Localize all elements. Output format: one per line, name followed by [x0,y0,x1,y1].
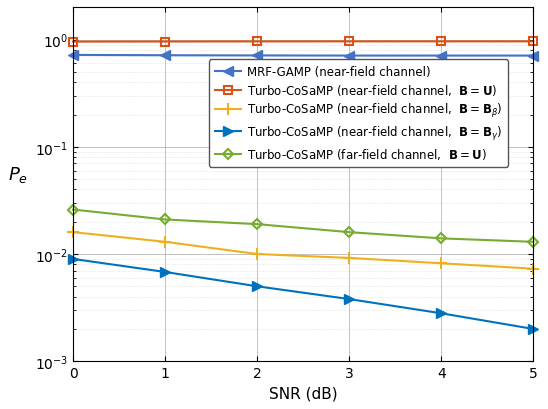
Turbo-CoSaMP (near-field channel,  $\mathbf{B} = \mathbf{B}_{\gamma}$) [530,327,536,332]
Turbo-CoSaMP (near-field channel,  $\mathbf{B} = \mathbf{B}_{\gamma}$) [254,284,260,289]
Turbo-CoSaMP (far-field channel,  $\mathbf{B} = \mathbf{U}$) [346,230,352,235]
Line: MRF-GAMP (near-field channel): MRF-GAMP (near-field channel) [68,51,538,61]
Turbo-CoSaMP (near-field channel,  $\mathbf{B} = \mathbf{B}_{\beta}$) [162,240,169,245]
Turbo-CoSaMP (near-field channel,  $\mathbf{B} = \mathbf{B}_{\beta}$) [530,267,536,272]
Line: Turbo-CoSaMP (near-field channel,  $\mathbf{B} = \mathbf{B}_{\beta}$): Turbo-CoSaMP (near-field channel, $\math… [67,226,540,275]
Turbo-CoSaMP (near-field channel,  $\mathbf{B} = \mathbf{U}$) [346,40,352,45]
Turbo-CoSaMP (near-field channel,  $\mathbf{B} = \mathbf{B}_{\gamma}$) [346,297,352,302]
Turbo-CoSaMP (near-field channel,  $\mathbf{B} = \mathbf{U}$) [162,40,169,45]
Turbo-CoSaMP (near-field channel,  $\mathbf{B} = \mathbf{B}_{\gamma}$) [438,311,444,316]
MRF-GAMP (near-field channel) [346,54,352,59]
MRF-GAMP (near-field channel) [438,54,444,59]
Line: Turbo-CoSaMP (near-field channel,  $\mathbf{B} = \mathbf{B}_{\gamma}$): Turbo-CoSaMP (near-field channel, $\math… [68,254,538,334]
Turbo-CoSaMP (far-field channel,  $\mathbf{B} = \mathbf{U}$) [254,222,260,227]
Y-axis label: $P_e$: $P_e$ [8,165,28,185]
Line: Turbo-CoSaMP (near-field channel,  $\mathbf{B} = \mathbf{U}$): Turbo-CoSaMP (near-field channel, $\math… [69,38,538,47]
Turbo-CoSaMP (near-field channel,  $\mathbf{B} = \mathbf{U}$) [530,40,536,45]
Turbo-CoSaMP (far-field channel,  $\mathbf{B} = \mathbf{U}$) [438,236,444,241]
MRF-GAMP (near-field channel) [70,53,77,58]
Legend: MRF-GAMP (near-field channel), Turbo-CoSaMP (near-field channel,  $\mathbf{B} = : MRF-GAMP (near-field channel), Turbo-CoS… [209,60,508,167]
X-axis label: SNR (dB): SNR (dB) [269,386,338,401]
Turbo-CoSaMP (near-field channel,  $\mathbf{B} = \mathbf{B}_{\beta}$) [438,261,444,266]
Turbo-CoSaMP (far-field channel,  $\mathbf{B} = \mathbf{U}$) [530,240,536,245]
MRF-GAMP (near-field channel) [530,54,536,59]
MRF-GAMP (near-field channel) [254,54,260,59]
Turbo-CoSaMP (near-field channel,  $\mathbf{B} = \mathbf{B}_{\beta}$) [346,256,352,261]
Turbo-CoSaMP (near-field channel,  $\mathbf{B} = \mathbf{U}$) [438,40,444,45]
Turbo-CoSaMP (near-field channel,  $\mathbf{B} = \mathbf{B}_{\beta}$) [254,252,260,257]
Turbo-CoSaMP (far-field channel,  $\mathbf{B} = \mathbf{U}$) [162,218,169,222]
Turbo-CoSaMP (near-field channel,  $\mathbf{B} = \mathbf{B}_{\beta}$) [70,230,77,235]
Turbo-CoSaMP (far-field channel,  $\mathbf{B} = \mathbf{U}$) [70,208,77,213]
Turbo-CoSaMP (near-field channel,  $\mathbf{B} = \mathbf{U}$) [254,40,260,45]
Line: Turbo-CoSaMP (far-field channel,  $\mathbf{B} = \mathbf{U}$): Turbo-CoSaMP (far-field channel, $\mathb… [70,207,537,246]
MRF-GAMP (near-field channel) [162,54,169,58]
Turbo-CoSaMP (near-field channel,  $\mathbf{B} = \mathbf{U}$) [70,40,77,45]
Turbo-CoSaMP (near-field channel,  $\mathbf{B} = \mathbf{B}_{\gamma}$) [70,257,77,262]
Turbo-CoSaMP (near-field channel,  $\mathbf{B} = \mathbf{B}_{\gamma}$) [162,270,169,275]
